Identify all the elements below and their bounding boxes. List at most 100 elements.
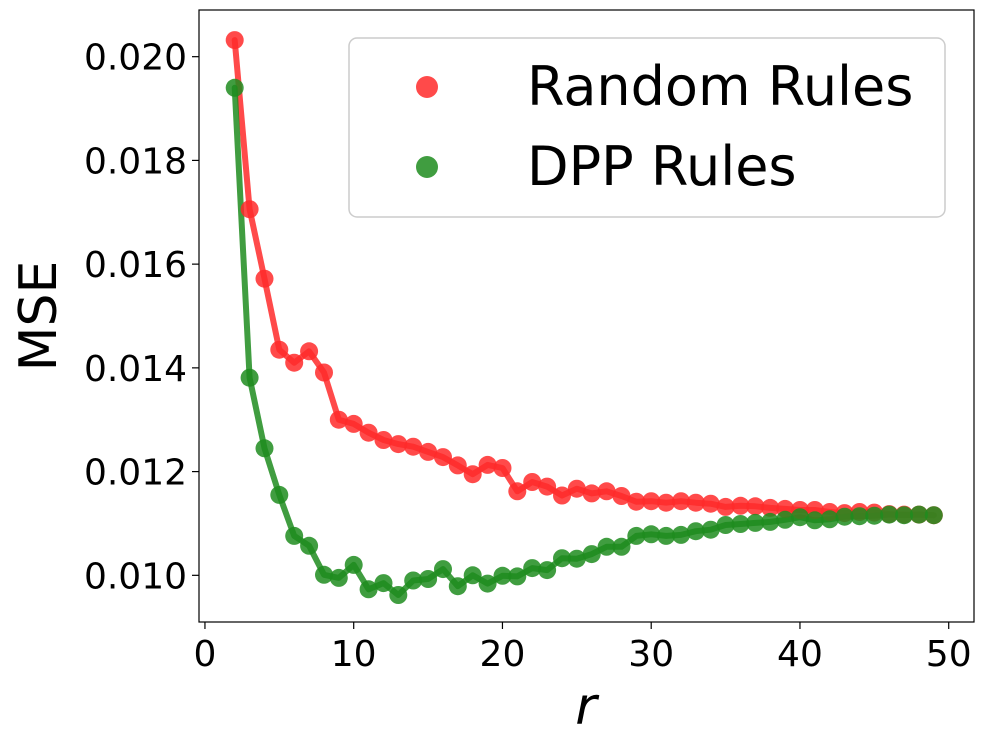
data-point-random-rules	[344, 414, 363, 433]
data-point-dpp-rules	[820, 510, 839, 529]
data-point-random-rules	[672, 492, 690, 511]
y-tick-label: 0.012	[84, 453, 187, 494]
data-point-random-rules	[359, 423, 378, 442]
data-point-dpp-rules	[270, 485, 289, 504]
data-point-random-rules	[463, 465, 482, 484]
data-point-dpp-rules	[553, 549, 571, 568]
data-point-dpp-rules	[404, 571, 423, 590]
data-point-dpp-rules	[597, 537, 616, 556]
x-axis-label: r	[575, 677, 600, 737]
data-point-random-rules	[300, 342, 319, 361]
legend: Random Rules DPP Rules	[348, 37, 946, 218]
plot-points	[225, 31, 943, 604]
data-point-dpp-rules	[716, 516, 735, 534]
data-point-dpp-rules	[329, 568, 348, 587]
data-point-random-rules	[582, 484, 601, 503]
data-point-dpp-rules	[225, 78, 244, 97]
data-point-dpp-rules	[686, 522, 705, 541]
data-point-dpp-rules	[434, 560, 452, 579]
data-point-dpp-rules	[910, 505, 928, 524]
data-point-dpp-rules	[701, 520, 720, 539]
data-point-random-rules	[642, 492, 661, 511]
data-point-dpp-rules	[389, 586, 408, 604]
x-tick-label: 50	[926, 634, 972, 675]
data-point-random-rules	[270, 340, 289, 359]
data-point-random-rules	[225, 31, 244, 50]
data-point-dpp-rules	[612, 537, 631, 556]
y-tick-label: 0.016	[84, 245, 187, 286]
data-point-random-rules	[329, 410, 348, 429]
data-point-random-rules	[508, 482, 527, 501]
data-point-dpp-rules	[731, 515, 750, 533]
data-point-dpp-rules	[567, 549, 586, 568]
data-point-dpp-rules	[255, 439, 274, 458]
data-point-dpp-rules	[865, 506, 884, 525]
data-point-dpp-rules	[642, 525, 661, 544]
legend-marker-random-rules	[416, 76, 438, 98]
data-point-dpp-rules	[493, 566, 512, 585]
data-point-random-rules	[240, 200, 259, 219]
data-point-dpp-rules	[478, 574, 497, 593]
data-point-random-rules	[716, 497, 735, 516]
x-tick-label: 30	[628, 634, 674, 675]
data-point-random-rules	[478, 455, 497, 474]
data-point-random-rules	[657, 493, 676, 512]
y-tick-label: 0.018	[84, 141, 187, 182]
data-point-dpp-rules	[538, 561, 557, 580]
data-point-dpp-rules	[344, 555, 363, 574]
data-point-dpp-rules	[508, 567, 527, 586]
data-point-dpp-rules	[627, 526, 646, 545]
data-point-dpp-rules	[835, 507, 854, 526]
data-point-random-rules	[315, 363, 333, 382]
data-point-dpp-rules	[924, 506, 943, 525]
data-point-dpp-rules	[374, 574, 393, 593]
data-point-random-rules	[686, 493, 705, 512]
y-tick-label: 0.020	[84, 38, 187, 79]
y-tick-label: 0.014	[84, 349, 187, 390]
data-point-dpp-rules	[240, 368, 259, 387]
data-point-random-rules	[448, 456, 467, 475]
data-point-dpp-rules	[880, 505, 899, 524]
data-point-random-rules	[538, 477, 557, 496]
data-point-dpp-rules	[761, 512, 780, 531]
data-point-dpp-rules	[776, 510, 795, 529]
data-point-dpp-rules	[419, 570, 438, 588]
data-point-dpp-rules	[463, 566, 482, 585]
x-tick-label: 10	[331, 634, 377, 675]
data-point-random-rules	[404, 437, 423, 456]
plot-frame	[198, 9, 975, 623]
data-point-dpp-rules	[285, 526, 304, 545]
data-point-random-rules	[627, 492, 646, 511]
data-point-dpp-rules	[672, 525, 690, 544]
x-tick-label: 20	[480, 634, 526, 675]
data-point-dpp-rules	[850, 507, 869, 526]
x-tick-label: 0	[193, 634, 216, 675]
data-point-dpp-rules	[315, 565, 333, 584]
data-point-random-rules	[553, 486, 571, 505]
data-point-dpp-rules	[448, 577, 467, 596]
data-point-random-rules	[434, 448, 452, 467]
data-point-dpp-rules	[523, 559, 542, 578]
legend-marker-dpp-rules	[416, 156, 438, 178]
x-axis-ticks: 0 10 20 30 40 50	[193, 622, 972, 675]
data-point-random-rules	[285, 353, 304, 372]
y-axis-label: MSE	[9, 261, 69, 372]
legend-label-random-rules: Random Rules	[527, 55, 913, 118]
data-point-random-rules	[731, 496, 750, 515]
data-point-random-rules	[374, 431, 393, 449]
data-point-random-rules	[523, 473, 542, 491]
y-axis-ticks: 0.010 0.012 0.014 0.016 0.018 0.020	[84, 38, 199, 597]
data-point-dpp-rules	[657, 526, 676, 545]
data-point-random-rules	[761, 498, 780, 517]
data-point-random-rules	[389, 435, 408, 454]
data-point-random-rules	[612, 487, 631, 505]
data-point-dpp-rules	[359, 580, 378, 599]
data-point-random-rules	[567, 479, 586, 498]
data-point-dpp-rules	[791, 508, 809, 527]
data-point-random-rules	[701, 494, 720, 513]
data-point-random-rules	[597, 482, 616, 501]
data-point-random-rules	[255, 269, 274, 288]
data-point-random-rules	[746, 497, 765, 516]
legend-frame	[348, 37, 946, 218]
